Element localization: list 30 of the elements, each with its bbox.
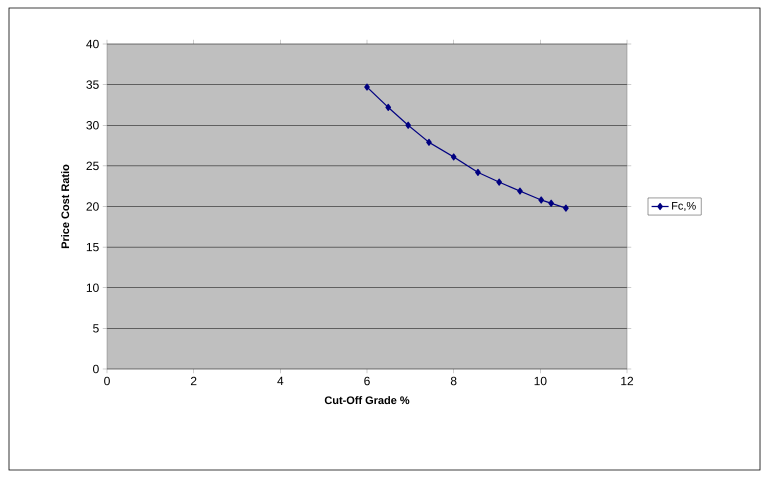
y-tick-label: 5: [93, 324, 99, 333]
y-tick-label: 25: [86, 162, 99, 170]
point: [364, 83, 370, 91]
point: [548, 200, 554, 207]
legend-label: Fc,%: [672, 202, 696, 211]
y-tick-label: 10: [86, 284, 99, 292]
y-tick-label: 0: [93, 364, 99, 374]
y-tick-label: 15: [86, 242, 99, 252]
point: [517, 187, 523, 195]
x-tick-label: 4: [277, 376, 284, 385]
x-tick-label: 0: [104, 376, 110, 386]
x-axis-title: Cut-Off Grade %: [324, 396, 410, 404]
x-tick-label: 6: [364, 376, 370, 386]
point: [385, 104, 392, 111]
x-tick-label: 12: [621, 376, 634, 386]
point: [450, 153, 457, 161]
x-tick-label: 8: [450, 376, 456, 386]
y-tick-label: 30: [86, 121, 99, 130]
x-tick-label: 10: [534, 376, 547, 386]
y-tick-label: 35: [86, 80, 99, 89]
point: [496, 178, 502, 186]
y-axis-title: Price Cost Ratio: [61, 164, 70, 248]
y-tick-label: 20: [86, 202, 99, 211]
point: [426, 138, 432, 146]
y-tick-label: 40: [86, 40, 99, 48]
point: [563, 204, 569, 212]
x-tick-label: 2: [190, 376, 196, 386]
point: [475, 168, 481, 176]
point: [405, 122, 412, 129]
point: [538, 196, 544, 204]
